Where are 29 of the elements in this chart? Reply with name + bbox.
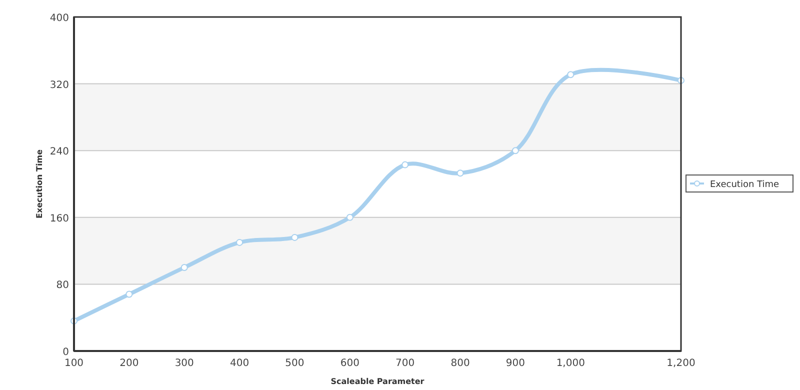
x-tick-label: 300	[174, 358, 194, 369]
y-tick-label: 400	[50, 13, 69, 24]
y-tick-label: 160	[50, 213, 69, 224]
point	[567, 71, 574, 78]
point	[180, 264, 188, 271]
x-tick-label: 200	[120, 358, 139, 369]
point	[512, 147, 519, 154]
x-tick-label: 1,200	[666, 358, 696, 369]
point	[236, 238, 244, 246]
legend-label: Execution Time	[710, 180, 780, 190]
y-axis-title: Execution Time	[35, 148, 44, 218]
x-tick-label: 600	[340, 358, 360, 369]
point	[456, 170, 464, 177]
y-tick-label: 240	[50, 146, 69, 158]
x-tick-label: 400	[230, 358, 250, 369]
point	[346, 214, 354, 221]
x-tick-label: 500	[285, 358, 304, 369]
x-tick-label: 1,000	[556, 358, 585, 369]
y-tick-label: 320	[50, 80, 69, 91]
x-axis-title: Scaleable Parameter	[330, 377, 424, 386]
point	[126, 290, 133, 298]
x-tick-label: 900	[506, 358, 525, 369]
x-tick-label: 800	[450, 358, 470, 369]
x-tick-label: 700	[396, 358, 415, 369]
x-tick-label: 100	[64, 358, 84, 369]
point	[291, 234, 298, 241]
y-tick-label: 80	[56, 280, 69, 292]
point	[402, 161, 409, 168]
y-tick-label: 0	[62, 347, 69, 358]
